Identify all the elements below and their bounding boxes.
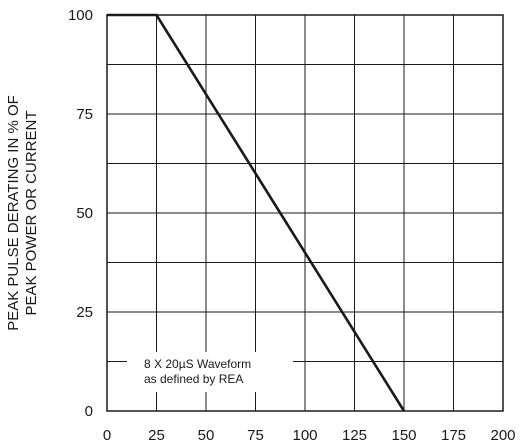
grid [107,15,503,411]
y-axis-label-line: PEAK POWER OR CURRENT [23,110,40,315]
y-tick-label: 50 [76,205,93,222]
x-tick-label: 75 [247,427,264,444]
x-tick-label: 125 [342,427,367,444]
x-tick-label: 150 [391,427,416,444]
y-tick-label: 100 [68,7,93,24]
x-tick-label: 50 [198,427,215,444]
y-tick-label: 75 [76,106,93,123]
x-tick-label: 200 [490,427,515,444]
y-axis-label-line: PEAK PULSE DERATING IN % OF [5,95,22,331]
annotation-line: as defined by REA [144,372,243,386]
series-line [107,13,406,412]
y-axis-ticks: 0 25 50 75 100 [68,7,93,420]
plot-frame [106,14,504,412]
annotation-line: 8 X 20µS Waveform [144,357,251,371]
y-tick-label: 0 [85,403,93,420]
x-tick-label: 0 [103,427,111,444]
x-tick-label: 100 [292,427,317,444]
y-tick-label: 25 [76,304,93,321]
x-tick-label: 25 [148,427,165,444]
x-tick-label: 175 [441,427,466,444]
series-layer [107,13,406,412]
y-axis-label: PEAK PULSE DERATING IN % OF PEAK POWER OR… [5,95,40,331]
x-axis-ticks: 0 25 50 75 100 125 150 175 200 [103,427,516,444]
annotation-box [127,352,293,392]
